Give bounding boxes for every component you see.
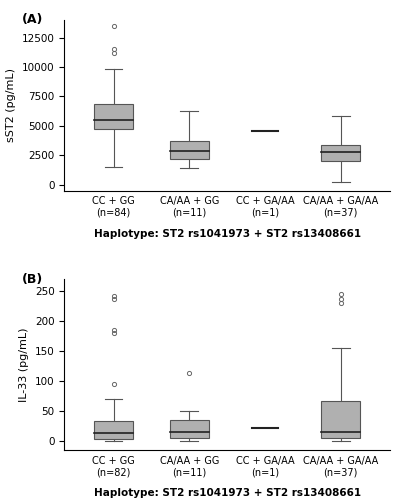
Bar bbox=[93, 422, 133, 439]
X-axis label: Haplotype: ST2 rs1041973 + ST2 rs13408661: Haplotype: ST2 rs1041973 + ST2 rs1340866… bbox=[93, 229, 360, 239]
Bar bbox=[169, 141, 209, 159]
Bar bbox=[169, 420, 209, 438]
Bar bbox=[320, 144, 360, 161]
Y-axis label: IL-33 (pg/mL): IL-33 (pg/mL) bbox=[19, 328, 29, 402]
X-axis label: Haplotype: ST2 rs1041973 + ST2 rs13408661: Haplotype: ST2 rs1041973 + ST2 rs1340866… bbox=[93, 488, 360, 498]
Bar bbox=[320, 401, 360, 438]
Text: (A): (A) bbox=[22, 13, 43, 26]
Text: (B): (B) bbox=[22, 272, 43, 285]
Bar bbox=[93, 104, 133, 130]
Y-axis label: sST2 (pg/mL): sST2 (pg/mL) bbox=[6, 68, 16, 142]
